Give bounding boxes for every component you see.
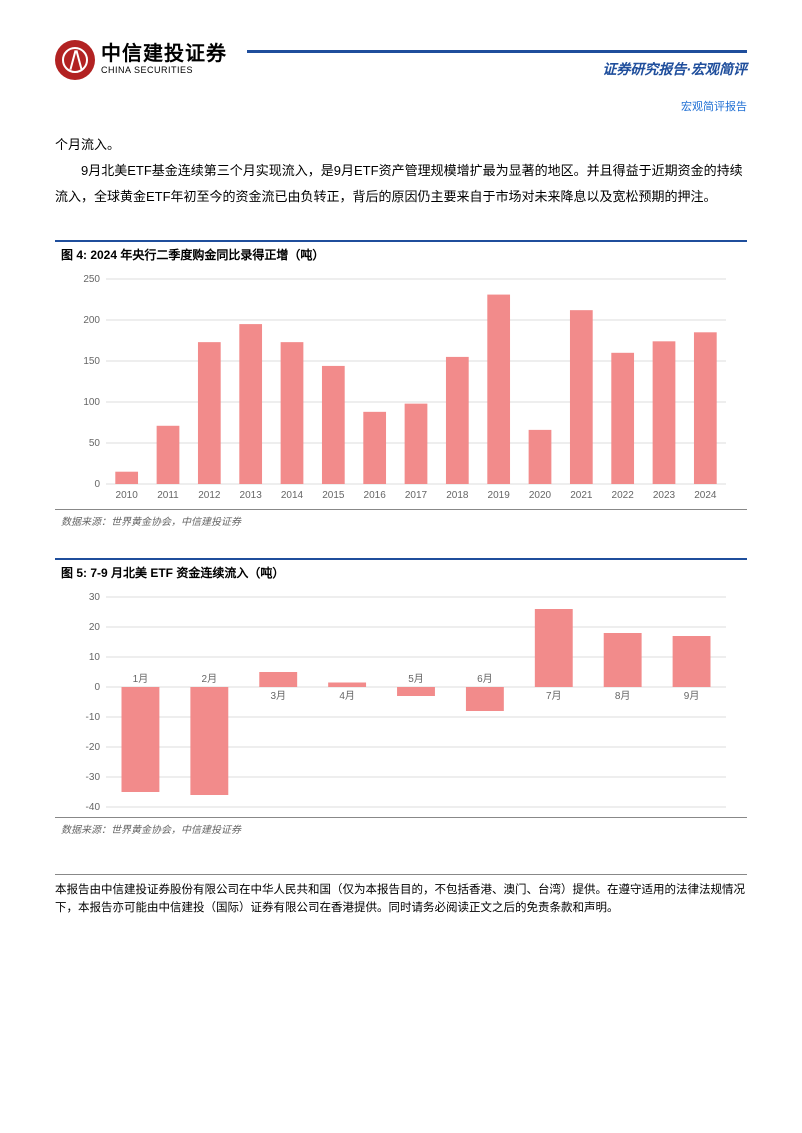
header-right: 证券研究报告·宏观简评 (247, 50, 747, 79)
chart-5-area: -40 -30 -20 -10 0 10 20 30 1月 2月 3月 4月 5月 6月 7月 8月 9月 (55, 587, 747, 817)
svg-text:250: 250 (83, 274, 100, 285)
svg-text:2010: 2010 (116, 490, 139, 501)
svg-text:0: 0 (94, 682, 100, 693)
svg-text:150: 150 (83, 356, 100, 367)
svg-text:2020: 2020 (529, 490, 552, 501)
report-type-title: 证券研究报告·宏观简评 (247, 59, 747, 79)
svg-text:2021: 2021 (570, 490, 593, 501)
chart-4-svg: 0 50 100 150 200 250 2010 2011 2012 2013 2014 2015 2… (55, 269, 747, 509)
page-header: 中信建投证券 CHINA SECURITIES 证券研究报告·宏观简评 (55, 40, 747, 80)
svg-text:1月: 1月 (133, 673, 149, 685)
svg-text:-20: -20 (86, 742, 101, 753)
svg-text:20: 20 (89, 622, 101, 633)
svg-text:2017: 2017 (405, 490, 428, 501)
svg-text:2016: 2016 (364, 490, 387, 501)
svg-text:200: 200 (83, 315, 100, 326)
svg-text:100: 100 (83, 397, 100, 408)
svg-text:2024: 2024 (694, 490, 717, 501)
body-text: 个月流入。 9月北美ETF基金连续第三个月实现流入，是9月ETF资产管理规模增扩… (55, 132, 747, 210)
svg-text:8月: 8月 (615, 690, 631, 702)
svg-text:5月: 5月 (408, 673, 424, 685)
svg-text:3月: 3月 (270, 690, 286, 702)
chart-4-block: 图 4: 2024 年央行二季度购金同比录得正增（吨） 0 50 100 150 200… (55, 240, 747, 528)
logo-block: 中信建投证券 CHINA SECURITIES (55, 40, 227, 80)
logo-name-cn: 中信建投证券 (101, 44, 227, 64)
svg-text:2023: 2023 (653, 490, 676, 501)
chart-4-area: 0 50 100 150 200 250 2010 2011 2012 2013 2014 2015 2… (55, 269, 747, 509)
body-line-continuation: 个月流入。 (55, 132, 747, 158)
svg-text:-30: -30 (86, 772, 101, 783)
svg-text:2018: 2018 (446, 490, 469, 501)
svg-text:-40: -40 (86, 802, 101, 813)
svg-text:50: 50 (89, 438, 101, 449)
report-sub-label: 宏观简评报告 (55, 98, 747, 114)
svg-text:30: 30 (89, 592, 101, 603)
svg-text:0: 0 (94, 479, 100, 490)
company-logo-icon (55, 40, 95, 80)
body-paragraph-1: 9月北美ETF基金连续第三个月实现流入，是9月ETF资产管理规模增扩最为显著的地… (55, 158, 747, 210)
svg-text:-10: -10 (86, 712, 101, 723)
svg-text:4月: 4月 (339, 690, 355, 702)
svg-text:7月: 7月 (546, 690, 562, 702)
footer-disclaimer: 本报告由中信建投证券股份有限公司在中华人民共和国（仅为本报告目的，不包括香港、澳… (55, 881, 747, 918)
chart-4-title: 图 4: 2024 年央行二季度购金同比录得正增（吨） (55, 240, 747, 265)
svg-text:2月: 2月 (202, 673, 218, 685)
svg-text:9月: 9月 (684, 690, 700, 702)
logo-name-en: CHINA SECURITIES (101, 64, 227, 77)
chart-5-title: 图 5: 7-9 月北美 ETF 资金连续流入（吨） (55, 558, 747, 583)
svg-text:2013: 2013 (240, 490, 263, 501)
chart-5-source: 数据来源：世界黄金协会，中信建投证券 (55, 817, 747, 836)
header-divider-bar (247, 50, 747, 53)
svg-text:2022: 2022 (612, 490, 635, 501)
svg-text:2012: 2012 (198, 490, 221, 501)
chart-5-block: 图 5: 7-9 月北美 ETF 资金连续流入（吨） -40 -30 -20 -10 0… (55, 558, 747, 836)
svg-text:6月: 6月 (477, 673, 493, 685)
logo-text: 中信建投证券 CHINA SECURITIES (101, 44, 227, 77)
footer-separator: 本报告由中信建投证券股份有限公司在中华人民共和国（仅为本报告目的，不包括香港、澳… (55, 874, 747, 918)
chart-4-source: 数据来源：世界黄金协会，中信建投证券 (55, 509, 747, 528)
chart-5-svg: -40 -30 -20 -10 0 10 20 30 1月 2月 3月 4月 5月 6月 7月 8月 9月 (55, 587, 747, 817)
svg-text:2015: 2015 (322, 490, 345, 501)
svg-text:10: 10 (89, 652, 101, 663)
svg-text:2014: 2014 (281, 490, 304, 501)
svg-text:2019: 2019 (488, 490, 511, 501)
svg-text:2011: 2011 (157, 490, 179, 501)
